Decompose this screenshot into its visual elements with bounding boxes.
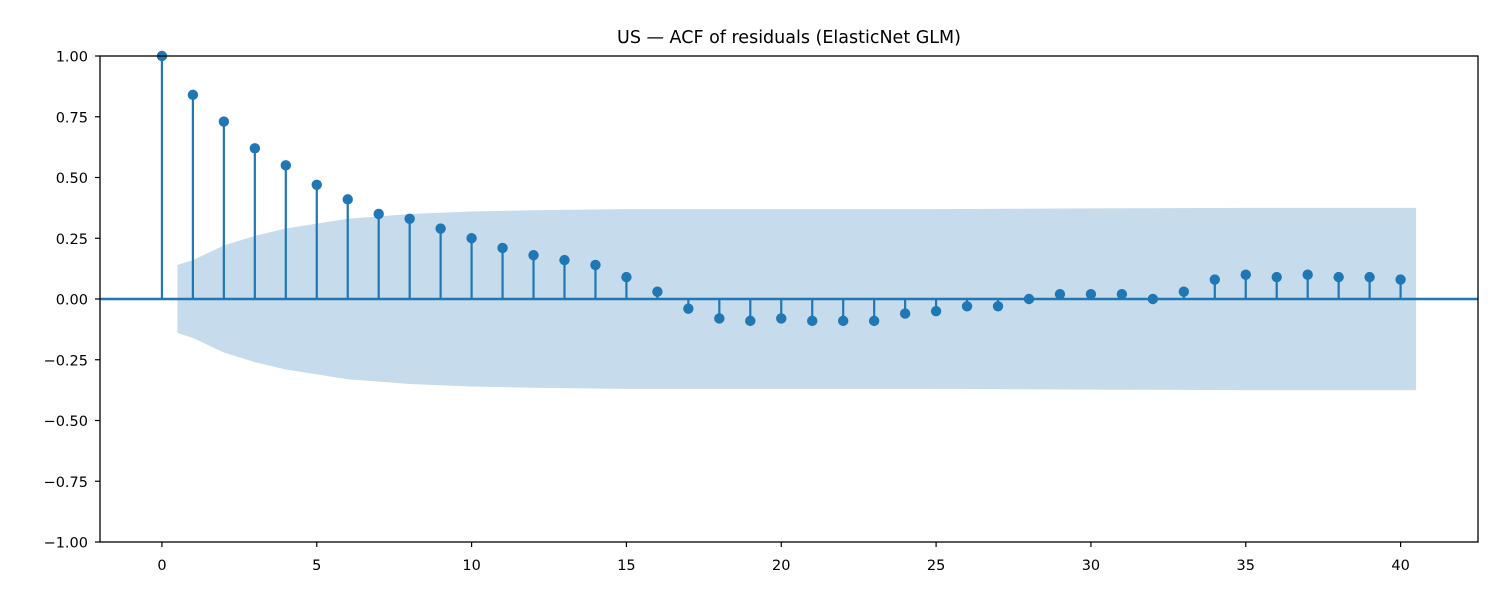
- y-tick-label: −0.50: [44, 414, 88, 430]
- y-tick-label: −0.25: [44, 353, 88, 369]
- acf-point: [868, 315, 880, 327]
- acf-point: [1271, 271, 1282, 283]
- y-tick-label: 0.00: [56, 293, 88, 309]
- acf-point: [899, 308, 911, 319]
- acf-point: [249, 143, 261, 154]
- acf-point: [776, 313, 787, 324]
- x-tick-label: 15: [617, 558, 635, 574]
- acf-point: [435, 223, 446, 234]
- acf-point: [1395, 274, 1406, 285]
- acf-point: [807, 315, 818, 327]
- y-tick-label: 1.00: [56, 50, 88, 66]
- x-tick-label: 30: [1082, 558, 1100, 574]
- acf-point: [961, 301, 973, 312]
- y-tick-label: −0.75: [44, 475, 88, 491]
- x-tick-label: 25: [927, 558, 945, 574]
- acf-point: [621, 271, 632, 283]
- acf-point: [1364, 271, 1375, 283]
- x-tick-label: 35: [1237, 558, 1255, 574]
- y-tick-label: 0.25: [56, 232, 88, 248]
- x-tick-label: 0: [157, 558, 166, 574]
- acf-point: [404, 213, 415, 225]
- acf-point: [652, 286, 663, 297]
- chart-title: US — ACF of residuals (ElasticNet GLM): [617, 28, 961, 48]
- acf-point: [1116, 288, 1128, 300]
- x-tick-label: 40: [1391, 558, 1409, 574]
- acf-point: [311, 179, 322, 190]
- acf-point: [528, 250, 539, 261]
- stem-layer: [100, 50, 1478, 327]
- axes-layer: 0 5 10 15 20 25 30 35 40 1.00 0.75 0.50 0.25 0.00 −0.2…: [44, 50, 1479, 574]
- acf-point: [559, 254, 570, 266]
- acf-point: [590, 259, 601, 271]
- acf-point: [280, 160, 291, 171]
- acf-point: [1209, 274, 1220, 285]
- acf-point: [1178, 286, 1190, 297]
- acf-point: [373, 208, 384, 220]
- x-tick-label: 20: [772, 558, 790, 574]
- acf-point: [466, 233, 477, 244]
- acf-point: [1302, 269, 1313, 280]
- acf-point: [992, 301, 1004, 312]
- acf-point: [218, 116, 230, 127]
- acf-point: [1054, 288, 1066, 300]
- acf-point: [930, 305, 942, 317]
- acf-point: [745, 315, 756, 327]
- x-tick-label: 10: [462, 558, 480, 574]
- acf-point: [1240, 269, 1251, 280]
- acf-point: [187, 89, 199, 101]
- acf-point: [714, 313, 725, 324]
- x-tick-label: 5: [312, 558, 321, 574]
- acf-point: [837, 315, 849, 327]
- y-tick-label: 0.75: [56, 110, 88, 126]
- acf-point: [1333, 271, 1344, 283]
- acf-point: [342, 194, 353, 205]
- y-tick-label: −1.00: [44, 536, 88, 552]
- acf-point: [497, 242, 508, 254]
- y-tick-label: 0.50: [56, 171, 88, 187]
- acf-point: [683, 303, 694, 314]
- acf-point: [1085, 288, 1097, 300]
